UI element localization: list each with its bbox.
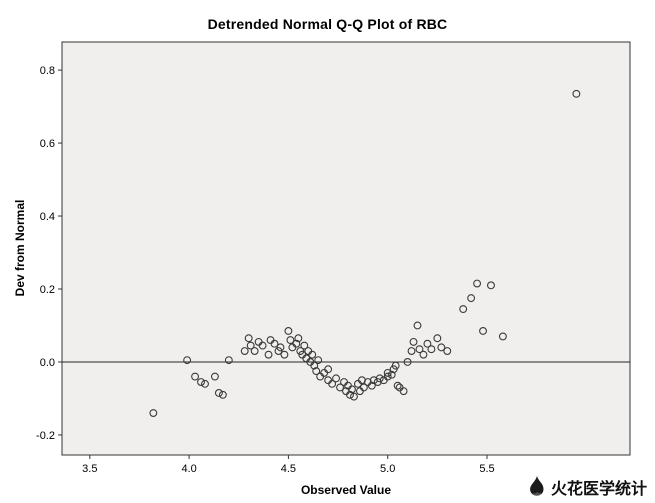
data-point (423, 339, 432, 348)
data-point (427, 345, 436, 354)
watermark-text: 火花医学统计 (550, 481, 647, 498)
data-point (348, 385, 356, 394)
y-tick-label: 0.2 (40, 284, 55, 296)
y-tick-label: 0.0 (40, 357, 55, 369)
data-point (264, 350, 273, 359)
data-point (183, 356, 192, 365)
data-point (498, 332, 507, 341)
data-point (419, 350, 428, 359)
y-tick-label: 0.8 (40, 65, 55, 77)
data-point (324, 365, 333, 374)
data-point (383, 368, 392, 377)
data-point (312, 367, 321, 376)
data-point (314, 356, 323, 365)
data-point (367, 381, 376, 390)
data-point (328, 379, 337, 388)
x-tick-label: 5.5 (479, 463, 494, 475)
data-point (224, 356, 233, 365)
data-point (415, 345, 424, 354)
data-point (197, 378, 205, 386)
watermark: 火花医学统计 (526, 475, 647, 499)
data-point (359, 383, 368, 392)
data-point (276, 343, 285, 352)
data-point (433, 334, 442, 343)
data-point (258, 341, 267, 350)
data-point (149, 409, 158, 417)
data-point (310, 361, 319, 370)
data-point (387, 370, 396, 379)
data-point (332, 374, 341, 383)
data-point (286, 336, 295, 345)
data-point (437, 343, 446, 352)
y-tick-label: 0.6 (40, 138, 55, 150)
data-point (407, 347, 416, 355)
data-point (240, 347, 249, 355)
flame-icon (530, 476, 544, 499)
data-point (210, 372, 219, 381)
data-point (292, 339, 301, 348)
chart-title: Detrended Normal Q-Q Plot of RBC (207, 16, 448, 32)
data-point (459, 305, 468, 314)
data-point (201, 379, 209, 388)
data-point (467, 294, 476, 303)
data-point (308, 350, 317, 359)
data-point (214, 389, 223, 397)
data-point (336, 383, 344, 392)
plot-area (61, 41, 631, 456)
data-point (393, 381, 402, 390)
x-tick-label: 5.0 (380, 463, 395, 475)
data-point (473, 279, 482, 288)
y-tick-label: 0.4 (40, 211, 55, 223)
data-point (572, 89, 581, 98)
data-point (399, 387, 408, 396)
data-point (383, 372, 392, 381)
data-point (403, 358, 412, 366)
x-axis-label: Observed Value (300, 483, 392, 497)
data-point (284, 327, 293, 335)
data-point (244, 334, 253, 343)
data-point (413, 321, 422, 330)
x-tick-label: 4.5 (281, 463, 296, 475)
data-point (479, 327, 487, 335)
data-point (391, 361, 400, 370)
data-point (270, 339, 279, 348)
data-point (191, 372, 200, 381)
data-point (246, 341, 255, 350)
data-point (250, 347, 259, 355)
data-point (443, 347, 452, 355)
x-tick-label: 4.0 (181, 463, 196, 475)
data-point (294, 334, 303, 343)
data-point (280, 350, 289, 359)
x-tick-label: 3.5 (82, 463, 97, 475)
data-point (349, 392, 358, 401)
y-tick-label: -0.2 (36, 430, 55, 442)
data-point (300, 341, 309, 350)
data-point (487, 281, 495, 290)
data-point (375, 374, 384, 383)
data-point (409, 337, 418, 346)
data-point (218, 390, 227, 399)
data-point (346, 390, 354, 399)
